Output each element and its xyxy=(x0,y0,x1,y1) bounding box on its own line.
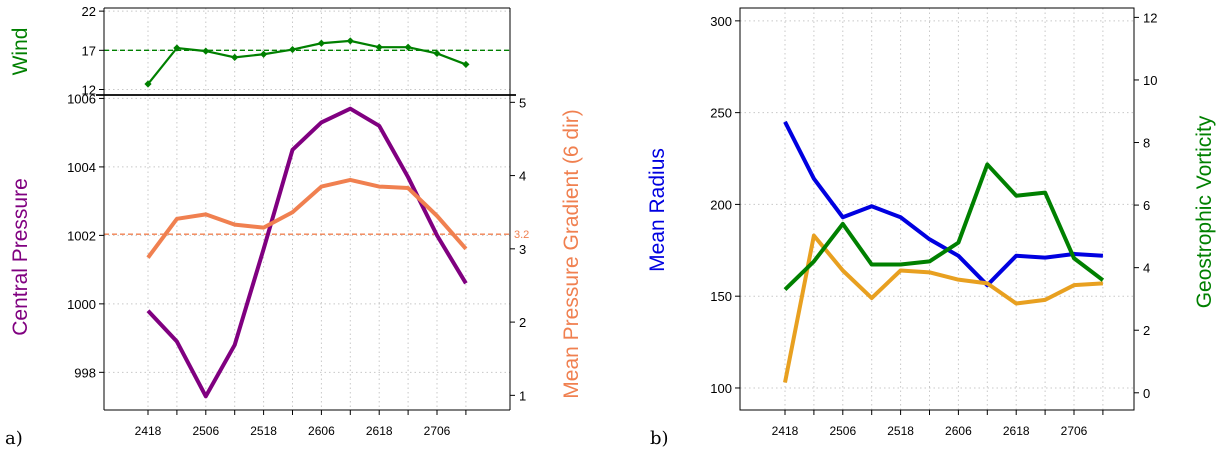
a-xtick-label: 2606 xyxy=(308,424,335,438)
a-wind-point xyxy=(231,53,239,61)
a-wind-point xyxy=(404,43,412,51)
b-geostrophic-vorticity-axis-title: Geostrophic Vorticity xyxy=(1193,115,1216,308)
a-panel-label: a) xyxy=(5,428,23,449)
b-xtick-label: 2606 xyxy=(945,424,972,438)
b-right-ytick-label: 2 xyxy=(1143,323,1150,338)
a-right-ytick-label: 1 xyxy=(519,388,526,403)
a-wind-series-line xyxy=(147,39,467,85)
a-wind-point xyxy=(462,60,470,69)
a-pressure-gradient-line xyxy=(146,177,468,259)
a-wind-point xyxy=(317,39,325,47)
a-right-ytick-label: 3 xyxy=(519,242,526,257)
b-left-ytick-label: 100 xyxy=(710,381,732,396)
a-top-ytick-label: 22 xyxy=(82,4,96,19)
b-left-ytick-label: 200 xyxy=(710,197,732,212)
a-left-ytick-label: 1000 xyxy=(67,297,96,312)
b-xtick-label: 2618 xyxy=(1003,424,1030,438)
a-left-ytick-label: 1002 xyxy=(67,228,96,243)
a-wind-point xyxy=(202,47,210,55)
a-wind-point xyxy=(260,50,268,58)
b-xtick-label: 2706 xyxy=(1061,424,1088,438)
a-gradient-reference-label: 3.2 xyxy=(514,229,529,241)
a-xtick-label: 2506 xyxy=(192,424,219,438)
a-central-pressure-axis-title: Central Pressure xyxy=(9,178,32,336)
b-right-ytick-label: 10 xyxy=(1143,73,1157,88)
a-wind-point xyxy=(433,49,441,58)
b-right-ytick-label: 8 xyxy=(1143,136,1150,151)
b-left-ytick-label: 250 xyxy=(710,106,732,121)
a-top-ytick-label: 17 xyxy=(82,43,96,58)
b-panel-label: b) xyxy=(650,428,669,449)
a-wind-point xyxy=(144,80,152,88)
b-right-ytick-label: 4 xyxy=(1143,261,1150,276)
b-xtick-label: 2506 xyxy=(829,424,856,438)
a-right-ytick-label: 2 xyxy=(519,315,526,330)
b-orange-series-line xyxy=(783,233,1104,383)
a-wind-point xyxy=(288,45,297,54)
b-mean-radius-axis-title: Mean Radius xyxy=(646,148,669,272)
b-geostrophic-vorticity-line xyxy=(783,162,1105,291)
b-plot-frame xyxy=(739,7,1135,411)
b-mean-radius-line xyxy=(783,120,1104,288)
a-xtick-label: 2706 xyxy=(424,424,451,438)
b-xtick-label: 2518 xyxy=(887,424,914,438)
a-left-ytick-label: 1004 xyxy=(67,160,96,175)
b-left-ytick-label: 150 xyxy=(710,289,732,304)
a-xtick-label: 2418 xyxy=(135,424,162,438)
a-right-ytick-label: 4 xyxy=(519,169,526,184)
a-xtick-label: 2618 xyxy=(366,424,393,438)
b-right-ytick-label: 12 xyxy=(1143,10,1157,25)
a-right-ytick-label: 5 xyxy=(519,95,526,110)
b-left-ytick-label: 300 xyxy=(710,14,732,29)
b-xtick-label: 2418 xyxy=(772,424,799,438)
a-pressure-gradient-axis-title: Mean Pressure Gradient (6 dir) xyxy=(560,109,583,398)
a-wind-point xyxy=(173,44,181,52)
a-central-pressure-line xyxy=(146,106,468,399)
a-left-ytick-label: 1006 xyxy=(67,91,96,106)
a-left-ytick-label: 998 xyxy=(74,365,96,380)
a-xtick-label: 2518 xyxy=(250,424,277,438)
a-wind-point xyxy=(346,37,354,45)
a-top-ytick-label: 12 xyxy=(82,83,96,98)
a-wind-point xyxy=(375,43,383,51)
b-right-ytick-label: 6 xyxy=(1143,198,1150,213)
a-wind-axis-title: Wind xyxy=(9,28,32,76)
b-right-ytick-label: 0 xyxy=(1143,386,1150,401)
